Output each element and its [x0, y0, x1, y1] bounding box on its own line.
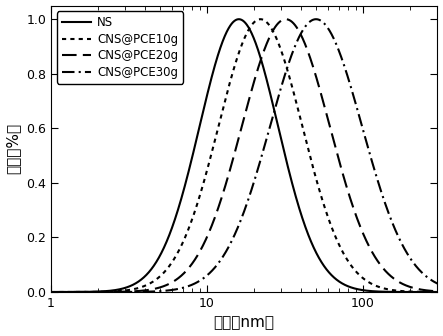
Line: CNS@PCE30g: CNS@PCE30g — [51, 19, 437, 292]
NS — [236, 17, 241, 21]
NS — [435, 290, 440, 294]
Line: CNS@PCE20g: CNS@PCE20g — [51, 19, 437, 292]
CNS@PCE20g — [226, 172, 231, 176]
CNS@PCE30g — [48, 290, 54, 294]
Line: CNS@PCE10g: CNS@PCE10g — [51, 19, 437, 292]
NS — [226, 26, 231, 30]
CNS@PCE10g — [258, 17, 263, 21]
CNS@PCE30g — [68, 290, 74, 294]
CNS@PCE20g — [435, 289, 440, 293]
NS — [48, 290, 54, 294]
Line: NS: NS — [51, 19, 437, 292]
CNS@PCE10g — [435, 290, 440, 294]
CNS@PCE20g — [424, 288, 429, 292]
CNS@PCE20g — [48, 290, 54, 294]
NS — [353, 287, 358, 291]
NS — [424, 290, 429, 294]
CNS@PCE20g — [353, 212, 358, 216]
CNS@PCE30g — [435, 282, 440, 286]
NS — [424, 290, 429, 294]
CNS@PCE30g — [424, 275, 429, 279]
CNS@PCE20g — [68, 290, 74, 294]
CNS@PCE10g — [68, 290, 74, 294]
CNS@PCE30g — [424, 275, 429, 279]
CNS@PCE20g — [283, 17, 288, 21]
CNS@PCE30g — [226, 245, 231, 249]
Legend: NS, CNS@PCE10g, CNS@PCE20g, CNS@PCE30g: NS, CNS@PCE10g, CNS@PCE20g, CNS@PCE30g — [57, 11, 183, 84]
CNS@PCE10g — [424, 290, 429, 294]
CNS@PCE20g — [424, 288, 429, 292]
CNS@PCE30g — [353, 101, 358, 105]
CNS@PCE30g — [236, 223, 241, 227]
NS — [237, 17, 242, 21]
CNS@PCE30g — [313, 17, 319, 21]
CNS@PCE10g — [353, 269, 358, 273]
Y-axis label: 强度（%）: 强度（%） — [6, 123, 20, 174]
CNS@PCE10g — [424, 290, 429, 294]
NS — [68, 290, 74, 294]
CNS@PCE20g — [236, 135, 241, 139]
CNS@PCE10g — [48, 290, 54, 294]
CNS@PCE10g — [236, 51, 241, 55]
X-axis label: 直径（nm）: 直径（nm） — [214, 316, 275, 330]
CNS@PCE10g — [226, 85, 231, 89]
